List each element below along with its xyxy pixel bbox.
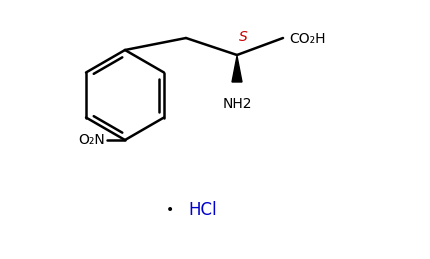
Text: •: •	[166, 203, 174, 217]
Polygon shape	[231, 56, 241, 82]
Text: CO₂H: CO₂H	[289, 32, 325, 46]
Text: HCl: HCl	[187, 201, 216, 219]
Text: NH2: NH2	[222, 97, 251, 111]
Text: S: S	[239, 30, 247, 44]
Text: O₂N: O₂N	[78, 133, 105, 147]
